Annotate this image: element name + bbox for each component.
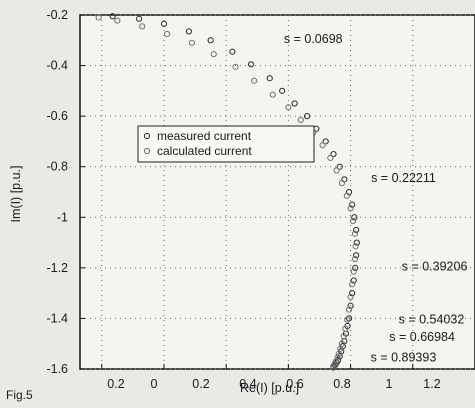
- measured-current-point: [291, 100, 298, 107]
- measured-current-point: [322, 138, 329, 145]
- measured-current-point: [135, 15, 143, 22]
- measured-current-point: [160, 20, 168, 27]
- y-tick-labels: -0.2 -0.4 -0.6 -0.8 -1 -1.2 -1.4 -1.6: [46, 8, 68, 376]
- slip-annotation: s = 0.39206: [402, 259, 468, 273]
- calculated-current-point: [340, 333, 347, 340]
- x-tick-label: 0.4: [239, 377, 256, 391]
- calculated-current-point: [344, 316, 351, 323]
- calculated-current-point: [327, 154, 334, 161]
- calculated-current-point: [349, 217, 357, 225]
- y-tick-label: -1: [57, 210, 68, 224]
- calculated-current-point: [345, 306, 353, 313]
- calculated-current-point: [347, 293, 354, 301]
- x-tick-label: 0.2: [107, 377, 124, 391]
- legend-label-measured: measured current: [157, 129, 252, 143]
- calculated-current-point: [352, 243, 359, 250]
- y-tick-label: -0.8: [46, 160, 68, 174]
- figure-caption: Fig.5: [6, 388, 33, 402]
- x-tick-label: 0.8: [333, 377, 350, 391]
- x-axis-title: Re(I) [p.u.]: [240, 381, 299, 395]
- measured-current-point: [349, 290, 356, 297]
- calculated-current-point: [333, 167, 340, 174]
- measured-current-point: [353, 252, 360, 259]
- measured-current-point: [303, 113, 311, 120]
- legend-marker-measured: [143, 132, 151, 140]
- calculated-current-point: [351, 255, 359, 263]
- legend-marker-calculated: [143, 147, 151, 155]
- x-tick-labels: 0.2 0 0.2 0.4 0.6 0.8 1 1.2: [107, 377, 440, 391]
- calculated-current-point: [334, 354, 341, 361]
- measured-current-point: [347, 302, 354, 309]
- grid-lines: [80, 14, 475, 370]
- measured-current-point: [109, 13, 116, 20]
- calculated-current-point: [139, 23, 146, 30]
- calculated-current-point: [297, 116, 304, 124]
- measured-current-point: [353, 226, 360, 234]
- slip-annotation: s = 0.66984: [389, 330, 455, 344]
- calculated-current-point: [188, 39, 196, 46]
- x-tick-label: 0: [151, 377, 158, 391]
- calculated-current-point: [285, 104, 292, 111]
- calculated-current-point: [163, 30, 171, 38]
- calculated-current-point: [351, 230, 359, 237]
- measured-current-point: [247, 61, 255, 68]
- x-tick-label: 1.2: [423, 377, 440, 391]
- calculated-current-point: [343, 192, 350, 199]
- plot-area-background: [80, 15, 475, 369]
- calculated-current-point: [347, 205, 354, 212]
- legend-label-calculated: calculated current: [157, 144, 252, 158]
- y-tick-label: -0.2: [46, 8, 68, 22]
- calculated-current-point: [269, 91, 276, 98]
- calculated-current-point: [114, 17, 121, 24]
- calculated-current-point: [319, 142, 326, 149]
- y-tick-label: -1.6: [46, 362, 68, 376]
- calculated-current-point: [338, 180, 345, 187]
- slip-annotation: s = 0.54032: [399, 312, 465, 326]
- y-tick-label: -0.4: [46, 59, 68, 73]
- x-tick-label: 0.2: [192, 377, 209, 391]
- slip-annotation: s = 0.0698: [284, 32, 343, 46]
- calculated-current-point: [251, 77, 258, 84]
- calculated-current-point: [335, 350, 342, 357]
- measured-current-point: [266, 75, 273, 82]
- measured-current-point: [279, 87, 286, 94]
- x-tick-label: 1: [386, 377, 393, 391]
- measured-current-point: [352, 264, 359, 271]
- y-tick-label: -1.2: [46, 261, 68, 275]
- x-tick-label: 0.6: [286, 377, 303, 391]
- y-axis-title: Im(I) [p.u.]: [9, 166, 23, 223]
- measured-current-point: [185, 28, 192, 35]
- plot-area-frame: [79, 14, 475, 370]
- measured-current-point: [351, 214, 358, 221]
- measured-current-point: [353, 239, 360, 246]
- measured-current-point: [336, 163, 343, 170]
- series-layer: [95, 13, 360, 371]
- legend-box: [137, 125, 315, 163]
- annotation-layer: s = 0.0698 s = 0.22211 s = 0.39206 s = 0.54…: [284, 32, 468, 365]
- calculated-current-point: [331, 360, 338, 368]
- calculated-current-point: [342, 325, 349, 332]
- y-tick-label: -0.6: [46, 109, 68, 123]
- legend: measured current calculated current: [137, 125, 315, 163]
- calculated-current-point: [350, 268, 357, 275]
- tick-marks: [80, 14, 414, 370]
- calculated-current-point: [349, 281, 356, 288]
- measured-current-point: [349, 201, 356, 208]
- calculated-current-point: [210, 51, 217, 58]
- measured-current-point: [330, 150, 337, 158]
- measured-current-point: [350, 277, 357, 284]
- calculated-current-point: [232, 63, 239, 70]
- calculated-current-point: [95, 14, 102, 21]
- calculated-current-point: [330, 364, 337, 371]
- slip-annotation: s = 0.22211: [371, 171, 436, 185]
- measured-current-point: [229, 48, 236, 55]
- y-tick-label: -1.4: [46, 311, 68, 325]
- slip-annotation: s = 0.89393: [371, 350, 437, 364]
- measured-current-point: [207, 37, 214, 44]
